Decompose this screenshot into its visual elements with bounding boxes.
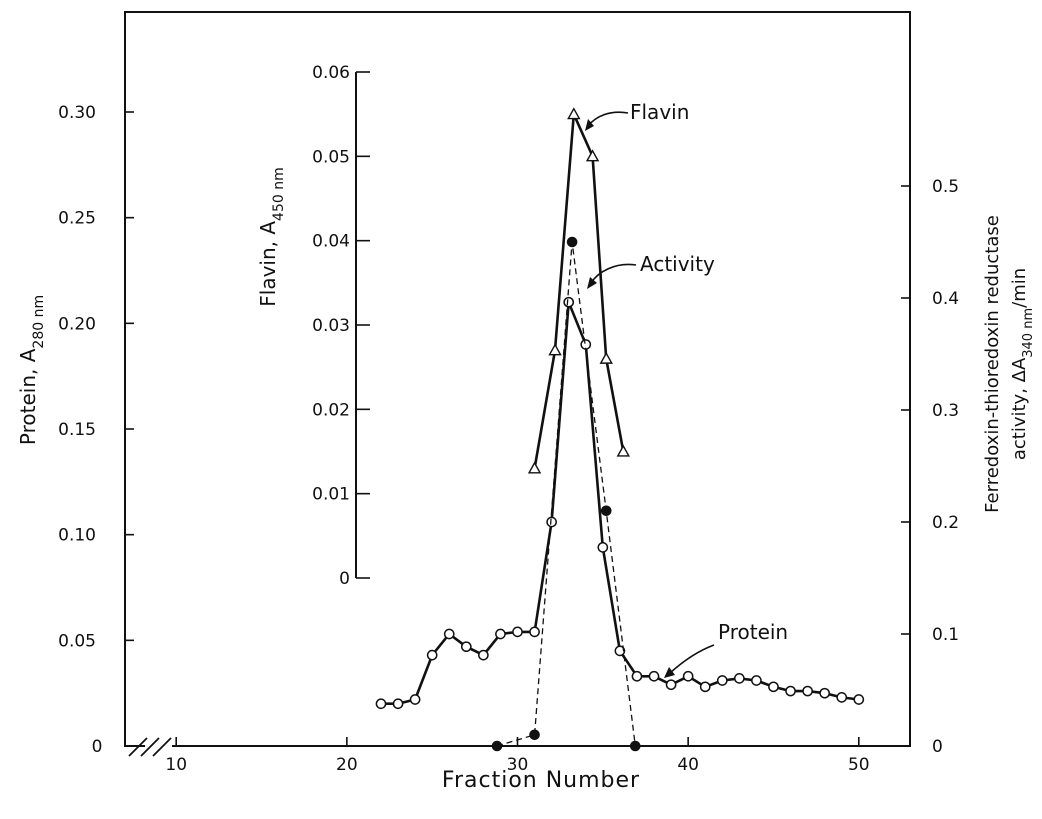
- protein-point: [819, 687, 831, 699]
- activity-point: [629, 740, 641, 752]
- annotation-activity-arrow: [590, 263, 637, 284]
- x-tick-label: 10: [165, 755, 187, 775]
- protein-point: [512, 626, 523, 638]
- protein-point: [853, 694, 865, 705]
- series-layer: [375, 107, 865, 752]
- annotation-flavin: Flavin: [630, 100, 689, 124]
- protein-point: [614, 645, 626, 657]
- activity-point: [566, 236, 578, 248]
- protein-point: [631, 670, 643, 682]
- activity-tick-label: 0.1: [932, 625, 959, 645]
- x-tick-label: 50: [848, 755, 870, 775]
- flavin-point: [585, 149, 600, 162]
- ticks-layer: 10 20 30 40 500.050.100.150.200.250.3000.10.…: [58, 63, 959, 775]
- protein-point: [443, 628, 455, 640]
- flavin-tick-label: 0.01: [312, 485, 350, 505]
- protein-point: [546, 516, 557, 528]
- protein-tick-label: 0.30: [58, 103, 96, 123]
- protein-point: [392, 698, 404, 710]
- x-tick-label: 20: [336, 755, 358, 775]
- activity-tick-label: 0.5: [932, 177, 959, 197]
- protein-axis-title-main: Protein, A: [16, 348, 40, 445]
- protein-point: [716, 675, 728, 686]
- annotation-activity: Activity: [640, 252, 715, 276]
- flavin-point: [616, 444, 630, 457]
- x-axis-break-mark: [128, 737, 172, 757]
- activity-axis-title-line2-main: activity, ΔA: [1009, 357, 1030, 460]
- protein-point: [495, 628, 506, 640]
- flavin-tick-label: 0.04: [312, 232, 350, 252]
- activity-series-line: [496, 241, 636, 747]
- flavin-point: [548, 343, 562, 356]
- activity-point: [529, 729, 540, 741]
- annotation-protein-arrowhead: [664, 667, 675, 678]
- activity-axis-title-line2: activity, ΔA340 nm/min: [1009, 268, 1036, 460]
- flavin-point: [527, 461, 542, 474]
- protein-tick-label: 0.10: [58, 526, 96, 546]
- flavin-tick-label: 0.05: [312, 147, 350, 167]
- activity-tick-label: 0.4: [932, 289, 959, 309]
- flavin-tick-label: 0.03: [312, 316, 350, 336]
- protein-point: [563, 296, 575, 308]
- flavin-axis-title-main: Flavin, A: [256, 221, 280, 307]
- protein-point: [460, 641, 472, 653]
- protein-tick-label: 0.25: [58, 209, 96, 229]
- protein-point: [665, 679, 677, 691]
- annotation-protein: Protein: [718, 620, 788, 644]
- flavin-axis-title: Flavin, A450 nm: [256, 167, 287, 306]
- protein-point: [785, 685, 796, 697]
- activity-tick-label: 0.3: [932, 401, 959, 421]
- activity-axis-title-line1: Ferredoxin-thioredoxin reductase: [982, 215, 1003, 513]
- activity-axis-title-line2-tail: /min: [1009, 268, 1030, 308]
- protein-axis-title: Protein, A280 nm: [16, 295, 47, 445]
- x-tick-label: 30: [507, 755, 529, 775]
- activity-tick-label: 0.2: [932, 513, 959, 533]
- protein-point: [409, 694, 421, 705]
- x-axis-title: Fraction Number: [442, 768, 640, 793]
- activity-point: [600, 505, 612, 517]
- protein-point: [529, 626, 540, 638]
- flavin-point: [599, 351, 613, 364]
- activity-point: [491, 740, 503, 752]
- protein-point: [648, 670, 660, 682]
- annotation-protein-arrow: [669, 644, 715, 674]
- protein-point: [699, 681, 711, 693]
- flavin-point: [567, 107, 581, 120]
- flavin-series-line: [533, 113, 625, 469]
- flavin-axis-title-sub: 450 nm: [271, 167, 287, 221]
- flavin-tick-label: 0.06: [312, 63, 350, 83]
- flavin-tick-label: 0.02: [312, 400, 350, 420]
- annotation-activity-arrowhead: [587, 277, 597, 289]
- protein-point: [802, 685, 813, 697]
- protein-point: [836, 692, 848, 703]
- x-tick-label: 40: [677, 755, 699, 775]
- activity-tick-label: 0: [932, 737, 943, 757]
- protein-point: [682, 670, 694, 682]
- protein-tick-label: 0.20: [58, 314, 96, 334]
- protein-point: [426, 649, 438, 661]
- protein-point: [751, 675, 762, 686]
- annotation-flavin-arrow: [587, 111, 629, 127]
- protein-axis-title-sub: 280 nm: [31, 295, 47, 349]
- protein-point: [733, 673, 745, 684]
- flavin-tick-label: 0: [339, 569, 350, 589]
- protein-point: [478, 649, 489, 661]
- x-break-zero-label: 0: [92, 737, 103, 757]
- protein-point: [375, 698, 387, 710]
- protein-point: [768, 681, 779, 693]
- annotation-flavin-arrowhead: [585, 119, 594, 131]
- protein-tick-label: 0.05: [58, 631, 96, 651]
- protein-point: [597, 541, 609, 553]
- protein-tick-label: 0.15: [58, 420, 96, 440]
- activity-axis-title-line2-sub: 340 nm: [1021, 308, 1036, 358]
